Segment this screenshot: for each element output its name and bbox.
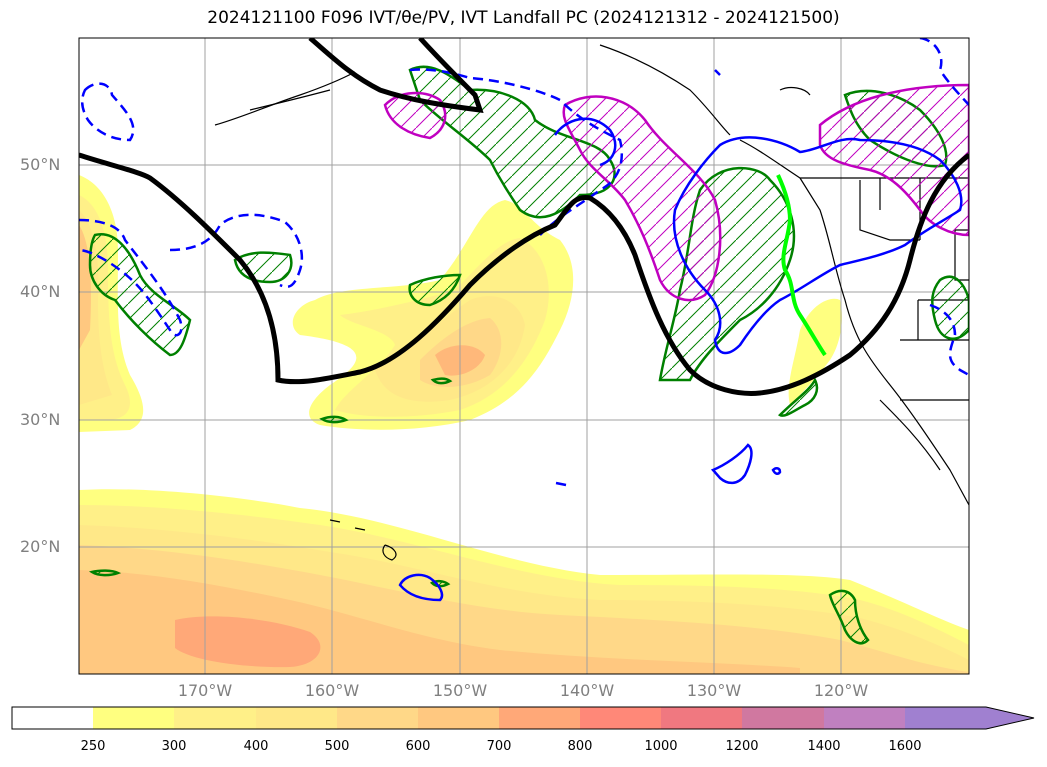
colorbar-tick-400: 400 (243, 739, 269, 754)
colorbar-tick-300: 300 (161, 739, 187, 754)
lon-label-150w: 150°W (432, 681, 488, 700)
colorbar-tick-700: 700 (486, 739, 512, 754)
theta-e-contour-north (308, 38, 484, 113)
colorbar-tick-1000: 1000 (644, 739, 678, 754)
lon-label-130w: 130°W (686, 681, 742, 700)
map-title: 2024121100 F096 IVT/θe/PV, IVT Landfall … (207, 8, 840, 28)
lon-label-120w: 120°W (813, 681, 869, 700)
colorbar-tick-600: 600 (405, 739, 431, 754)
colorbar-tick-1600: 1600 (888, 739, 922, 754)
lon-label-160w: 160°W (304, 681, 360, 700)
ivt-landfall-line (776, 174, 827, 357)
lat-label-20: 20°N (20, 537, 61, 556)
lat-label-30: 30°N (20, 410, 61, 429)
lat-label-40: 40°N (20, 282, 61, 301)
colorbar (11, 706, 1035, 730)
lon-label-140w: 140°W (559, 681, 615, 700)
map-frame (78, 37, 970, 675)
lat-label-50: 50°N (20, 155, 61, 174)
colorbar-tick-1400: 1400 (807, 739, 841, 754)
pv-negative-dashed (79, 38, 969, 377)
colorbar-tick-250: 250 (80, 739, 106, 754)
colorbar-tick-500: 500 (324, 739, 350, 754)
pv-solid-contours (398, 117, 963, 602)
lon-label-170w: 170°W (177, 681, 233, 700)
theta-e-contour (79, 152, 969, 396)
colorbar-tick-1200: 1200 (725, 739, 759, 754)
colorbar-tick-800: 800 (567, 739, 593, 754)
ivt-shading-coast (788, 298, 842, 405)
